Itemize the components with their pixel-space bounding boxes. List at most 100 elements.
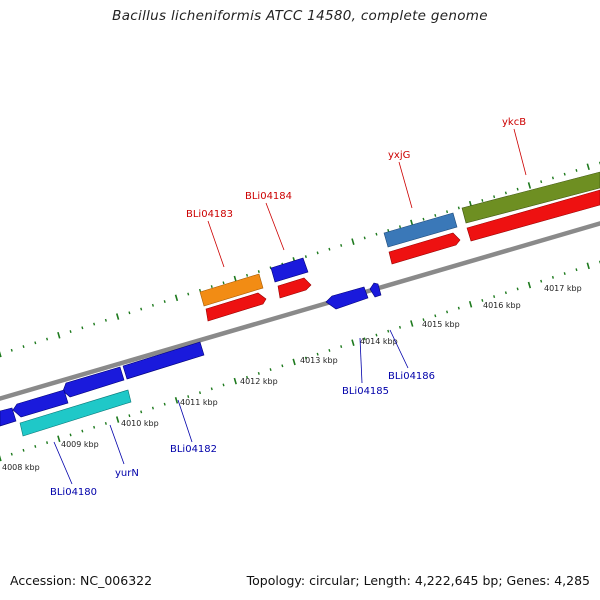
minor-scale-tick bbox=[198, 391, 202, 395]
minor-scale-tick bbox=[493, 195, 496, 199]
minor-scale-tick bbox=[304, 255, 307, 259]
minor-scale-tick bbox=[504, 191, 507, 195]
major-scale-tick bbox=[468, 300, 473, 308]
gene-label-ykcb[interactable]: ykcB bbox=[502, 117, 526, 128]
minor-scale-tick bbox=[257, 270, 260, 274]
minor-scale-tick bbox=[457, 306, 460, 310]
major-scale-tick bbox=[351, 339, 355, 347]
minor-scale-tick bbox=[93, 322, 96, 326]
minor-scale-tick bbox=[316, 251, 319, 255]
minor-scale-tick bbox=[187, 395, 190, 398]
minor-scale-tick bbox=[328, 348, 331, 352]
scale-label: 4009 kbp bbox=[61, 440, 99, 449]
major-scale-tick bbox=[0, 351, 2, 358]
minor-scale-tick bbox=[575, 268, 578, 272]
map-title: Bacillus licheniformis ATCC 14580, compl… bbox=[112, 8, 488, 24]
minor-scale-tick bbox=[46, 441, 49, 445]
minor-scale-tick bbox=[387, 228, 390, 232]
gene-label-bli04183[interactable]: BLi04183 bbox=[186, 209, 233, 220]
minor-scale-tick bbox=[151, 406, 154, 410]
minor-scale-tick bbox=[281, 364, 284, 368]
genome-backbone bbox=[0, 221, 600, 401]
gene-feature-cds[interactable] bbox=[205, 292, 267, 322]
minor-scale-tick bbox=[363, 337, 366, 341]
gene-label-bli04180[interactable]: BLi04180 bbox=[50, 487, 97, 498]
minor-scale-tick bbox=[163, 402, 166, 406]
minor-scale-tick bbox=[434, 314, 437, 318]
major-scale-tick bbox=[0, 455, 2, 462]
gene-label-bli04186[interactable]: BLi04186 bbox=[388, 371, 435, 382]
minor-scale-tick bbox=[446, 310, 449, 314]
minor-scale-tick bbox=[210, 285, 213, 289]
gene-feature-cds[interactable] bbox=[122, 341, 205, 380]
scale-label: 4010 kbp bbox=[121, 419, 159, 428]
scale-label: 4011 kbp bbox=[180, 398, 218, 407]
minor-scale-tick bbox=[140, 307, 143, 311]
minor-scale-tick bbox=[504, 291, 507, 295]
gene-label-bli04185[interactable]: BLi04185 bbox=[342, 386, 389, 397]
gene-feature-bli04183[interactable] bbox=[199, 273, 264, 307]
gene-feature-cds[interactable] bbox=[0, 407, 17, 427]
topology-text: Topology: circular; Length: 4,222,645 bp… bbox=[246, 573, 590, 588]
minor-scale-tick bbox=[551, 176, 554, 180]
gene-feature-cds[interactable] bbox=[62, 366, 125, 398]
label-connector bbox=[359, 337, 363, 384]
minor-scale-tick bbox=[10, 348, 13, 352]
major-scale-tick bbox=[233, 377, 237, 385]
major-scale-tick bbox=[174, 294, 179, 302]
gene-label-bli04184[interactable]: BLi04184 bbox=[245, 191, 292, 202]
gene-feature-bli04185[interactable] bbox=[325, 286, 369, 310]
minor-scale-tick bbox=[140, 410, 143, 414]
gene-feature-cds[interactable] bbox=[388, 232, 461, 265]
scale-label: 4008 kbp bbox=[2, 463, 40, 472]
minor-scale-tick bbox=[387, 329, 390, 333]
major-scale-tick bbox=[527, 281, 532, 289]
gene-feature-cds[interactable] bbox=[466, 189, 600, 242]
label-connector bbox=[265, 202, 285, 251]
major-scale-tick bbox=[292, 358, 296, 366]
scale-label: 4016 kbp bbox=[483, 301, 521, 310]
minor-scale-tick bbox=[316, 352, 319, 356]
minor-scale-tick bbox=[375, 333, 378, 337]
gene-label-bli04182[interactable]: BLi04182 bbox=[170, 444, 217, 455]
gene-feature-ykcb[interactable] bbox=[461, 171, 600, 224]
minor-scale-tick bbox=[69, 330, 72, 333]
major-scale-tick bbox=[115, 313, 120, 320]
minor-scale-tick bbox=[246, 375, 249, 379]
accession-text: Accession: NC_006322 bbox=[10, 573, 153, 588]
minor-scale-tick bbox=[363, 236, 366, 240]
minor-scale-tick bbox=[422, 217, 425, 221]
gene-feature-cds[interactable] bbox=[277, 277, 312, 299]
minor-scale-tick bbox=[81, 429, 84, 433]
major-scale-tick bbox=[57, 331, 61, 339]
minor-scale-tick bbox=[328, 247, 331, 251]
gene-label-yurn[interactable]: yurN bbox=[115, 468, 139, 479]
minor-scale-tick bbox=[481, 199, 484, 202]
scale-label: 4013 kbp bbox=[300, 356, 338, 365]
major-scale-tick bbox=[586, 262, 590, 270]
scale-label: 4015 kbp bbox=[422, 320, 460, 329]
minor-scale-tick bbox=[257, 372, 260, 375]
gene-feature-cds[interactable] bbox=[12, 389, 69, 418]
minor-scale-tick bbox=[210, 387, 213, 391]
minor-scale-tick bbox=[493, 295, 496, 299]
minor-scale-tick bbox=[187, 292, 190, 296]
gene-feature-yxjg[interactable] bbox=[383, 212, 458, 248]
gene-feature-bli04186[interactable] bbox=[369, 282, 382, 298]
minor-scale-tick bbox=[198, 288, 202, 292]
gene-feature-bli04180[interactable] bbox=[19, 389, 132, 437]
minor-scale-tick bbox=[10, 452, 13, 456]
major-scale-tick bbox=[174, 397, 179, 404]
minor-scale-tick bbox=[340, 243, 343, 247]
minor-scale-tick bbox=[375, 232, 378, 236]
scale-label: 4012 kbp bbox=[240, 377, 278, 386]
minor-scale-tick bbox=[540, 180, 543, 184]
major-scale-tick bbox=[57, 435, 61, 443]
minor-scale-tick bbox=[163, 300, 166, 304]
minor-scale-tick bbox=[516, 287, 519, 291]
gene-label-yxjg[interactable]: yxjG bbox=[388, 150, 410, 161]
label-connector bbox=[207, 220, 225, 268]
label-connector bbox=[389, 329, 409, 369]
gene-feature-bli04184[interactable] bbox=[270, 257, 309, 283]
major-scale-tick bbox=[115, 416, 120, 423]
